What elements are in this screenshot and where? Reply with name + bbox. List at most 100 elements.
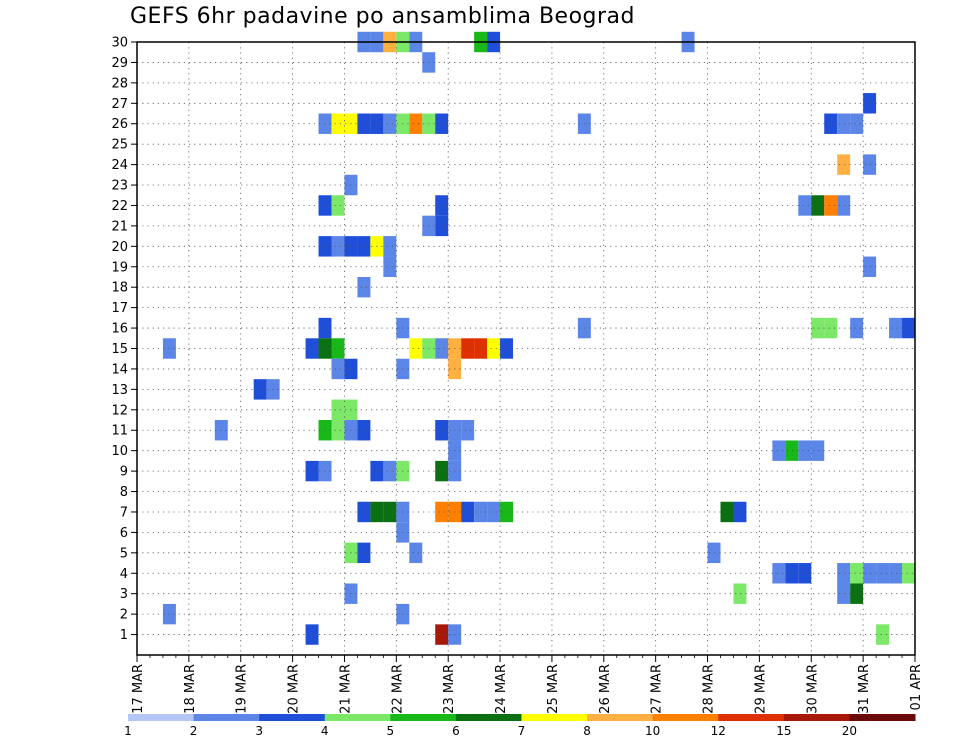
heatmap-cell bbox=[162, 338, 176, 359]
heatmap-cell bbox=[811, 440, 825, 461]
y-tick-label: 23 bbox=[111, 179, 128, 194]
heatmap-cell bbox=[850, 317, 864, 339]
colorbar-label: 8 bbox=[583, 724, 591, 738]
y-tick-label: 3 bbox=[120, 587, 128, 602]
heatmap-cell bbox=[435, 624, 449, 645]
x-tick-label: 31 MAR bbox=[857, 664, 872, 714]
heatmap-cell bbox=[357, 542, 371, 564]
heatmap-cell bbox=[837, 563, 851, 584]
colorbar-label: 12 bbox=[711, 724, 726, 738]
heatmap-cell bbox=[863, 256, 877, 277]
heatmap-cell bbox=[357, 236, 371, 257]
colorbar-label: 3 bbox=[255, 724, 263, 738]
heatmap-cell bbox=[383, 236, 397, 257]
heatmap-cell bbox=[435, 215, 449, 237]
heatmap-cell bbox=[837, 195, 851, 216]
heatmap-cell bbox=[357, 113, 371, 134]
heatmap-cell bbox=[850, 563, 864, 584]
y-tick-label: 11 bbox=[111, 424, 128, 439]
y-tick-label: 10 bbox=[111, 444, 128, 459]
y-axis: 1234567891011121314151617181920212223242… bbox=[111, 36, 137, 643]
heatmap-cell bbox=[409, 338, 423, 359]
x-tick-label: 18 MAR bbox=[183, 664, 198, 714]
x-tick-label: 25 MAR bbox=[546, 664, 561, 714]
y-tick-label: 6 bbox=[120, 526, 128, 541]
heatmap-cell bbox=[837, 113, 851, 134]
heatmap-cell bbox=[305, 338, 319, 359]
heatmap-cell bbox=[889, 563, 903, 584]
colorbar-swatch bbox=[193, 714, 260, 721]
y-tick-label: 17 bbox=[111, 301, 128, 316]
x-tick-label: 27 MAR bbox=[650, 664, 665, 714]
heatmap-cell bbox=[331, 338, 345, 359]
colorbar-label: 5 bbox=[387, 724, 395, 738]
colorbar-swatch bbox=[783, 714, 850, 721]
heatmap-cell bbox=[305, 460, 319, 482]
x-tick-label: 01 APR bbox=[909, 664, 924, 710]
colorbar-label: 2 bbox=[190, 724, 198, 738]
y-tick-label: 30 bbox=[111, 36, 128, 51]
y-tick-label: 16 bbox=[111, 322, 128, 337]
y-tick-label: 13 bbox=[111, 383, 128, 398]
y-tick-label: 24 bbox=[111, 158, 128, 173]
heatmap-cell bbox=[824, 113, 838, 134]
y-tick-label: 9 bbox=[120, 465, 128, 480]
heatmap-cell bbox=[331, 358, 345, 380]
heatmap-cell bbox=[487, 501, 501, 523]
heatmap-cell bbox=[435, 113, 449, 134]
y-tick-label: 2 bbox=[120, 608, 128, 623]
cells-layer bbox=[162, 31, 915, 645]
heatmap-cell bbox=[824, 317, 838, 339]
heatmap-cell bbox=[331, 399, 345, 421]
y-tick-label: 20 bbox=[111, 240, 128, 255]
heatmap-cell bbox=[461, 501, 475, 523]
y-tick-label: 29 bbox=[111, 56, 128, 71]
x-tick-label: 30 MAR bbox=[805, 664, 820, 714]
heatmap-cell bbox=[162, 603, 176, 625]
heatmap-cell bbox=[435, 501, 449, 523]
heatmap-cell bbox=[331, 420, 345, 441]
x-tick-label: 19 MAR bbox=[235, 664, 250, 714]
heatmap-cell bbox=[383, 501, 397, 523]
colorbar-label: 15 bbox=[776, 724, 791, 738]
heatmap-cell bbox=[876, 563, 890, 584]
heatmap-cell bbox=[863, 154, 877, 175]
colorbar-label: 20 bbox=[842, 724, 857, 738]
heatmap-cell bbox=[876, 624, 890, 645]
heatmap-cell bbox=[902, 563, 915, 584]
heatmap-cell bbox=[487, 338, 501, 359]
chart-title: GEFS 6hr padavine po ansamblima Beograd bbox=[130, 4, 636, 29]
y-tick-label: 21 bbox=[111, 219, 128, 234]
x-axis: 17 MAR 18 MAR 19 MAR 20 MAR 21 MAR 22 MAR 23 M… bbox=[131, 655, 924, 714]
y-tick-label: 1 bbox=[120, 628, 128, 643]
y-tick-label: 25 bbox=[111, 138, 128, 153]
y-tick-label: 5 bbox=[120, 546, 128, 561]
heatmap-cell bbox=[850, 113, 864, 134]
x-tick-label: 17 MAR bbox=[131, 664, 146, 714]
x-tick-label: 22 MAR bbox=[390, 664, 405, 714]
colorbar-label: 10 bbox=[645, 724, 660, 738]
heatmap-cell bbox=[837, 583, 851, 604]
x-tick-label: 20 MAR bbox=[287, 664, 302, 714]
heatmap-cell bbox=[435, 195, 449, 216]
heatmap-cell bbox=[357, 501, 371, 523]
x-tick-label: 24 MAR bbox=[494, 664, 509, 714]
heatmap-cell bbox=[331, 195, 345, 216]
y-tick-label: 22 bbox=[111, 199, 128, 214]
x-tick-label: 29 MAR bbox=[753, 664, 768, 714]
x-tick-label: 28 MAR bbox=[702, 664, 717, 714]
x-tick-label: 26 MAR bbox=[598, 664, 613, 714]
y-tick-label: 12 bbox=[111, 403, 128, 418]
heatmap-cell bbox=[253, 379, 267, 400]
heatmap-cell bbox=[331, 113, 345, 134]
colorbar: 1 2 3 4 5 6 7 8 10 12 15 20 bbox=[124, 714, 916, 738]
colorbar-swatch bbox=[259, 714, 326, 721]
heatmap-cell bbox=[863, 93, 877, 114]
heatmap-cell bbox=[798, 195, 812, 216]
heatmap-cell bbox=[383, 460, 397, 482]
colorbar-swatch bbox=[128, 714, 195, 721]
colorbar-label: 1 bbox=[124, 724, 132, 738]
y-tick-label: 28 bbox=[111, 76, 128, 91]
heatmap-cell bbox=[772, 563, 786, 584]
